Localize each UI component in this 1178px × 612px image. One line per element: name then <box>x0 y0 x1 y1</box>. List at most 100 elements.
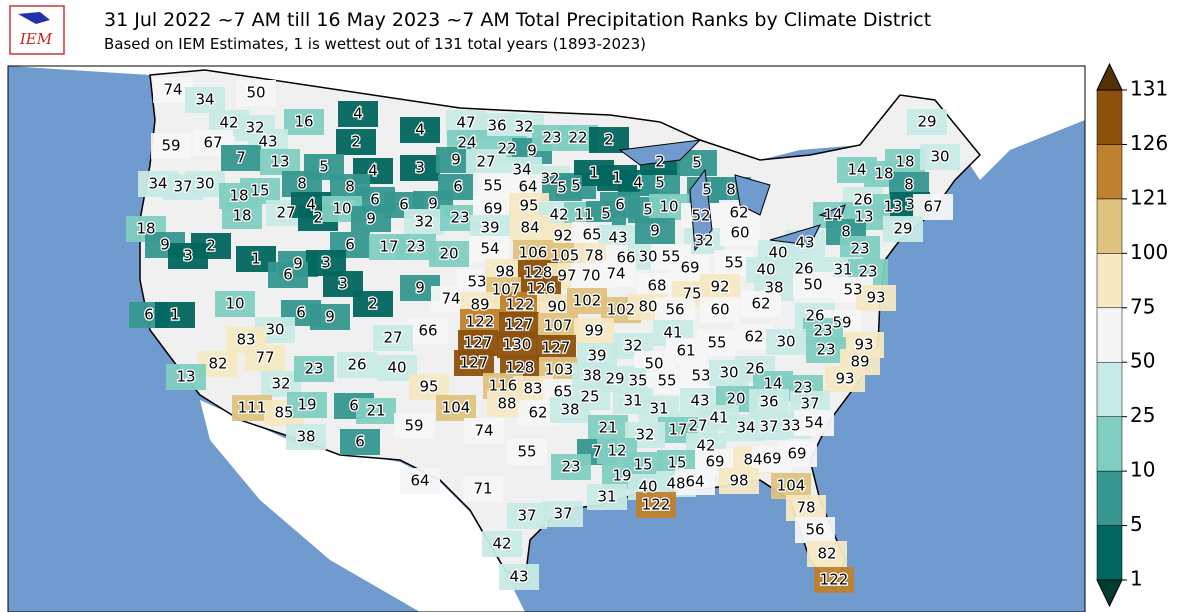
district <box>351 206 391 232</box>
colorbar-bin <box>1096 470 1123 526</box>
rank-label: 2 <box>206 237 216 255</box>
rank-label: 104 <box>777 477 806 495</box>
rank-label: 5 <box>702 181 712 199</box>
rank-label: 32 <box>623 337 642 355</box>
rank-label: 23 <box>561 458 580 476</box>
rank-label: 6 <box>615 196 625 214</box>
colorbar-tick-label: 121 <box>1130 185 1168 209</box>
rank-label: 13 <box>270 153 289 171</box>
rank-label: 127 <box>542 339 571 357</box>
rank-label: 39 <box>587 347 606 365</box>
rank-label: 95 <box>519 197 538 215</box>
colorbar-bin <box>1096 416 1123 472</box>
rank-label: 9 <box>428 195 438 213</box>
rank-label: 62 <box>744 328 763 346</box>
district <box>807 541 847 567</box>
district <box>587 484 627 510</box>
rank-label: 1 <box>251 250 261 268</box>
rank-label: 20 <box>439 245 458 263</box>
rank-label: 93 <box>866 289 885 307</box>
district <box>635 218 675 244</box>
district <box>400 155 440 181</box>
rank-label: 1 <box>170 306 180 324</box>
rank-label: 32 <box>635 426 654 444</box>
rank-label: 21 <box>366 402 385 420</box>
rank-label: 15 <box>250 182 269 200</box>
rank-label: 33 <box>781 417 800 435</box>
rank-label: 40 <box>638 478 657 496</box>
rank-label: 9 <box>325 308 335 326</box>
colorbar-bin <box>1096 525 1123 581</box>
district <box>551 454 591 480</box>
rank-label: 9 <box>415 279 425 297</box>
district <box>429 241 469 267</box>
rank-label: 27 <box>276 204 295 222</box>
rank-label: 31 <box>833 261 852 279</box>
district <box>240 178 280 204</box>
rank-label: 98 <box>495 263 514 281</box>
rank-label: 23 <box>450 209 469 227</box>
district <box>236 80 276 106</box>
rank-label: 8 <box>904 176 914 194</box>
district <box>777 441 817 467</box>
rank-label: 40 <box>756 261 775 279</box>
rank-label: 93 <box>835 370 854 388</box>
rank-label: 23 <box>542 129 561 147</box>
rank-label: 6 <box>345 236 355 254</box>
colorbar-tick-label: 25 <box>1130 403 1155 427</box>
rank-label: 64 <box>410 472 429 490</box>
rank-label: 40 <box>768 244 787 262</box>
rank-label: 93 <box>854 336 873 354</box>
rank-label: 48 <box>666 475 685 493</box>
colorbar-under <box>1096 579 1123 608</box>
rank-label: 55 <box>483 177 502 195</box>
rank-label: 67 <box>203 134 222 152</box>
rank-label: 8 <box>297 175 307 193</box>
rank-label: 3 <box>415 159 425 177</box>
rank-label: 6 <box>453 178 463 196</box>
rank-label: 10 <box>659 198 678 216</box>
district <box>720 220 760 246</box>
district <box>400 468 440 494</box>
rank-label: 31 <box>597 488 616 506</box>
rank-label: 24 <box>457 134 476 152</box>
logo-bird <box>18 12 50 24</box>
colorbar-over <box>1096 62 1123 91</box>
district <box>464 418 504 444</box>
rank-label: 69 <box>762 450 781 468</box>
rank-label: 83 <box>523 380 542 398</box>
district <box>588 415 628 441</box>
district <box>294 356 334 382</box>
rank-label: 22 <box>497 140 516 158</box>
rank-label: 13 <box>176 368 195 386</box>
colorbar-tick-label: 5 <box>1130 512 1143 536</box>
rank-label: 50 <box>246 84 265 102</box>
district <box>408 318 448 344</box>
rank-label: 85 <box>274 404 293 422</box>
rank-label: 27 <box>383 329 402 347</box>
rank-label: 43 <box>258 133 277 151</box>
rank-label: 104 <box>442 399 471 417</box>
colorbar-tick-label: 126 <box>1130 131 1168 155</box>
rank-label: 62 <box>751 295 770 313</box>
rank-label: 55 <box>657 372 676 390</box>
subtitle: Based on IEM Estimates, 1 is wettest out… <box>104 35 646 53</box>
district <box>700 297 740 323</box>
district <box>222 203 262 229</box>
colorbar: 1 5 10 25 50 75 100 121 126 131 <box>1096 62 1168 608</box>
district <box>771 473 811 499</box>
rank-label: 43 <box>509 568 528 586</box>
rank-label: 55 <box>517 443 536 461</box>
rank-label: 12 <box>607 442 626 460</box>
colorbar-tick-label: 50 <box>1130 349 1155 373</box>
rank-label: 122 <box>506 296 535 314</box>
district <box>507 439 547 465</box>
rank-label: 20 <box>726 390 745 408</box>
rank-label: 5 <box>601 205 611 223</box>
rank-label: 47 <box>456 114 475 132</box>
rank-label: 32 <box>514 118 533 136</box>
rank-label: 26 <box>794 260 813 278</box>
rank-label: 54 <box>480 240 499 258</box>
rank-label: 2 <box>368 295 378 313</box>
